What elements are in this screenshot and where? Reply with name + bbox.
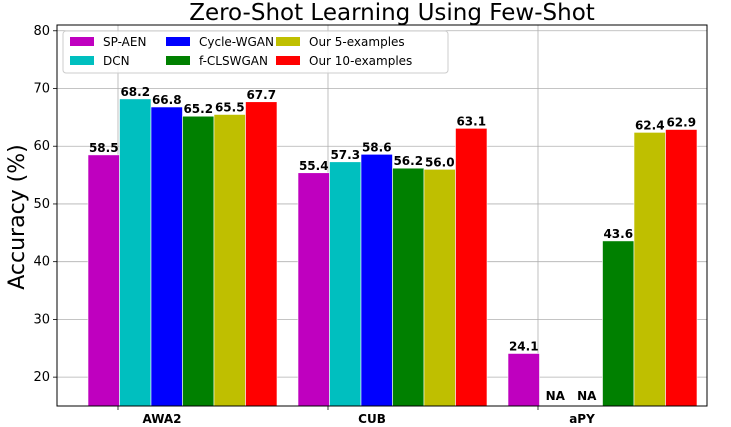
data-label: 43.6 xyxy=(603,227,633,241)
bar-our-10-examples-apy xyxy=(665,129,698,407)
y-tick-label: 80 xyxy=(33,24,50,39)
bar-our-5-examples-awa2 xyxy=(213,114,246,407)
x-tick-label: aPY xyxy=(569,412,595,426)
data-label: 24.1 xyxy=(509,339,539,353)
data-label: 68.2 xyxy=(120,85,150,99)
bar-cycle-wgan-cub xyxy=(360,154,393,407)
y-tick-label: 20 xyxy=(33,370,50,385)
y-tick-label: 70 xyxy=(33,82,50,97)
data-label: 62.4 xyxy=(635,118,665,132)
y-tick-label: 30 xyxy=(33,312,50,327)
legend-swatch xyxy=(70,37,94,46)
data-label: 56.0 xyxy=(425,155,455,169)
y-tick-label: 50 xyxy=(33,197,50,212)
chart-title: Zero-Shot Learning Using Few-Shot xyxy=(189,0,595,26)
data-label: 55.4 xyxy=(299,159,329,173)
data-label: 63.1 xyxy=(456,114,486,128)
data-label: 67.7 xyxy=(246,88,276,102)
y-axis-label: Accuracy (%) xyxy=(5,144,30,290)
legend-swatch xyxy=(166,56,190,65)
legend-swatch xyxy=(166,37,190,46)
legend-label: Cycle-WGAN xyxy=(199,35,274,49)
data-label: 65.5 xyxy=(215,100,245,114)
legend-label: SP-AEN xyxy=(103,35,146,49)
data-labels: 58.5 68.266.865.2 65.567.7 55.457.358.656.2… xyxy=(89,85,696,403)
data-label: 58.6 xyxy=(362,140,392,154)
data-label: 57.3 xyxy=(330,148,360,162)
data-label: 56.2 xyxy=(393,154,423,168)
legend-swatch xyxy=(276,37,300,46)
legend-box xyxy=(62,30,449,74)
bar-our-5-examples-apy xyxy=(633,132,666,407)
data-label: 58.5 xyxy=(89,141,119,155)
plot-frame xyxy=(56,24,708,407)
bar-sp-aen-apy xyxy=(507,353,540,407)
bar-cycle-wgan-awa2 xyxy=(150,106,183,407)
bars xyxy=(87,98,698,407)
bar-sp-aen-awa2 xyxy=(87,154,120,407)
y-tick-label: 60 xyxy=(33,139,50,154)
legend-label: f-CLSWGAN xyxy=(199,54,268,68)
x-tick-label: AWA2 xyxy=(142,412,181,426)
bar-sp-aen-cub xyxy=(297,172,330,407)
bar-f-clswgan-cub xyxy=(392,167,425,407)
data-label: 62.9 xyxy=(666,115,696,129)
legend-label: Our 5-examples xyxy=(309,35,405,49)
bar-our-5-examples-cub xyxy=(423,169,456,407)
bar-dcn-cub xyxy=(329,161,362,407)
legend: SP-AEN DCN Cycle-WGAN f-CLSWGAN Our 5-exampl… xyxy=(62,30,449,74)
bar-our-10-examples-cub xyxy=(455,128,488,407)
bar-dcn-awa2 xyxy=(119,98,152,407)
bar-f-clswgan-awa2 xyxy=(182,115,215,407)
data-label: 66.8 xyxy=(152,93,182,107)
missing-data-label: NA xyxy=(577,389,597,403)
legend-swatch xyxy=(70,56,94,65)
legend-label: Our 10-examples xyxy=(309,54,412,68)
x-tick-label: CUB xyxy=(358,412,386,426)
legend-label: DCN xyxy=(103,54,130,68)
bar-our-10-examples-awa2 xyxy=(245,101,278,407)
missing-data-label: NA xyxy=(546,389,566,403)
data-label: 65.2 xyxy=(183,102,213,116)
legend-swatch xyxy=(276,56,300,65)
axes: 20 30 40 50 60 70 80 AWA2 CUB aPY xyxy=(33,24,708,426)
bar-f-clswgan-apy xyxy=(602,240,635,407)
y-tick-label: 40 xyxy=(33,255,50,270)
